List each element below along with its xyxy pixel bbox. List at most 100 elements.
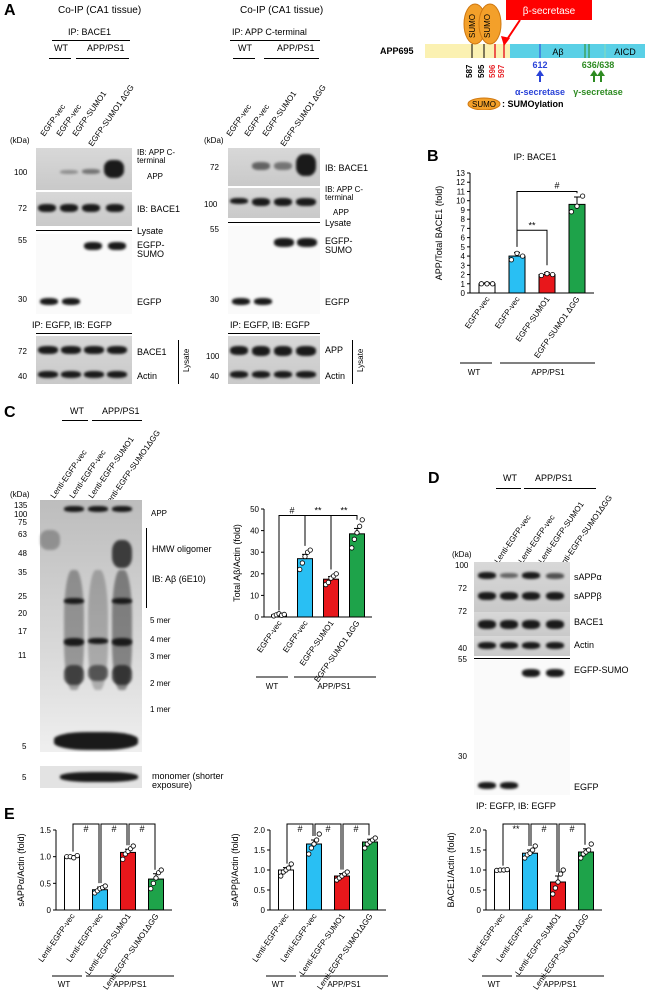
y-axis-label: BACE1/Actin (fold) — [446, 832, 456, 907]
mw-label: 55 — [458, 655, 467, 664]
app-label: APP/PS1 — [277, 43, 315, 53]
data-point — [120, 856, 126, 862]
data-point — [74, 852, 80, 859]
data-point — [333, 571, 339, 577]
category-label: Lenti-EGFP-SUMO1ΔGG — [101, 912, 160, 990]
sig-label: # — [554, 181, 559, 191]
ip-label: IP: BACE1 — [68, 27, 112, 37]
lysate-label: Lysate — [325, 218, 352, 228]
data-point — [362, 845, 368, 851]
mw-label: 135 — [14, 501, 28, 510]
mw-label: 30 — [18, 295, 27, 304]
bace1-label: BACE1 — [137, 347, 167, 357]
data-point — [314, 837, 320, 843]
bar — [578, 851, 594, 911]
ib-label: IB: BACE1 — [137, 204, 181, 214]
data-point — [153, 875, 159, 881]
y-tick-label: 6 — [461, 234, 466, 243]
bar — [148, 878, 164, 911]
sig-bracket — [330, 514, 358, 570]
data-point — [484, 281, 490, 287]
blot-app — [228, 188, 320, 218]
app-label: APP/PS1 — [102, 406, 140, 416]
data-point — [508, 257, 515, 263]
data-point — [504, 866, 510, 873]
y-tick-label: 12 — [456, 178, 465, 187]
category-label: EGFP-SUMO1 ΔGG — [312, 619, 361, 684]
sig-bracket — [558, 823, 586, 872]
data-point — [550, 271, 556, 278]
blot-monomer — [40, 766, 142, 788]
lane-label: EGFP-SUMO1 ΔGG — [86, 83, 136, 148]
y-tick-label: 7 — [461, 224, 466, 233]
data-point — [130, 843, 136, 849]
data-point — [102, 883, 108, 889]
alpha-site: 612 — [532, 60, 547, 70]
data-point — [351, 536, 357, 542]
sig-bracket — [314, 823, 342, 870]
mw-label: 100 — [14, 168, 28, 177]
sig-bracket — [286, 823, 314, 864]
app-label: APP/PS1 — [535, 473, 573, 483]
y-tick-label: 30 — [250, 548, 259, 557]
sumo-legend-icon — [467, 97, 501, 110]
monomer-label: monomer (shorter exposure) — [152, 771, 224, 790]
gamma-secretase-label: γ-secretase — [573, 87, 623, 97]
sig-label: ** — [512, 824, 520, 834]
y-tick-label: 2 — [461, 271, 466, 280]
mw-label: 25 — [18, 592, 27, 601]
data-point — [307, 547, 313, 553]
chart-c: 0 10 20 30 40 50 Total Aβ/Actin (fold) EGFP-vec… — [232, 505, 376, 691]
blot-label: APP — [151, 509, 168, 518]
beta-secretase-box — [506, 0, 592, 20]
category-label: EGFP-vec — [281, 619, 310, 654]
wt-label: WT — [238, 43, 252, 53]
blot-bace1 — [228, 148, 320, 186]
data-point — [297, 566, 303, 573]
bar — [362, 841, 378, 911]
data-point — [372, 835, 378, 841]
mw-label: 30 — [458, 752, 467, 761]
sig-label: ** — [528, 220, 536, 230]
kda-label: (kDa) — [10, 490, 30, 499]
y-tick-label: 2.0 — [470, 826, 482, 835]
group-label: APP/PS1 — [543, 980, 577, 989]
sig-label: # — [83, 824, 88, 834]
y-tick-label: 0.5 — [40, 879, 52, 888]
y-tick-label: 50 — [250, 505, 259, 514]
mw-label: 5 — [22, 773, 27, 782]
mw-label: 40 — [210, 372, 219, 381]
blot-label: 1 mer — [150, 705, 171, 714]
data-point — [586, 847, 592, 853]
data-point — [359, 517, 365, 523]
protein-label: APP695 — [380, 46, 414, 56]
ip-egfp-label: IP: EGFP, IB: EGFP — [32, 320, 112, 330]
blot-label: EGFP-SUMO — [574, 665, 629, 675]
data-point — [558, 871, 564, 877]
y-tick-label: 1.0 — [254, 866, 266, 875]
y-tick-label: 0 — [461, 289, 466, 298]
mw-label: 48 — [18, 549, 27, 558]
gamma-site: 636/638 — [582, 60, 615, 70]
mw-label: 72 — [458, 584, 467, 593]
sig-label: ** — [340, 505, 348, 515]
data-point — [302, 553, 308, 560]
data-point — [588, 841, 594, 847]
data-point — [148, 886, 154, 892]
mw-label: 100 — [204, 200, 218, 209]
aicd-label: AICD — [614, 47, 636, 57]
bar — [522, 852, 538, 911]
mw-label: 30 — [210, 295, 219, 304]
blot-label: 3 mer — [150, 652, 171, 661]
wt-label: WT — [70, 406, 84, 416]
sig-label: # — [139, 824, 144, 834]
aicd-region — [605, 44, 645, 58]
data-point — [478, 281, 485, 287]
blot-sapp — [474, 562, 570, 612]
chart-e2: 0 0.5 1.0 1.5 2.0 sAPPβ/Actin (fold) Lenti-EGF… — [230, 823, 388, 990]
y-tick-label: 1.5 — [470, 846, 482, 855]
data-point — [158, 867, 164, 873]
blot-egfp — [228, 226, 320, 314]
y-tick-label: 13 — [456, 169, 465, 178]
data-point — [550, 891, 556, 897]
